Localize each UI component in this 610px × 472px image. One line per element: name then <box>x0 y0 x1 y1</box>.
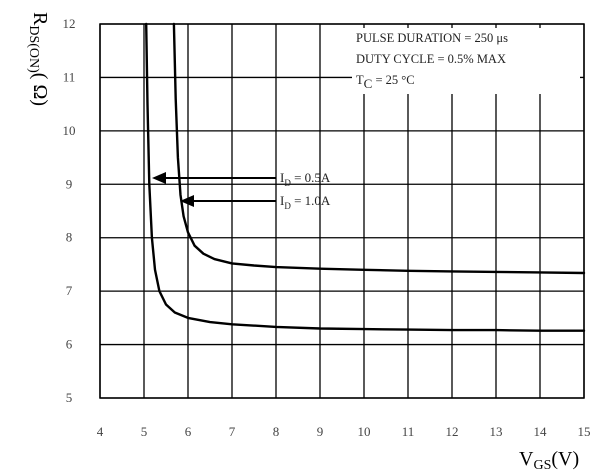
annotations: ID = 0.5A ID = 1.0A <box>152 170 331 211</box>
series-line-0 <box>145 22 586 332</box>
x-tick-label-11: 11 <box>402 424 415 439</box>
x-tick-label-13: 13 <box>490 424 503 439</box>
tick-labels: 4 5 6 7 8 9 10 11 12 13 14 15 5 6 7 8 9 10 11 12 <box>63 16 591 439</box>
series-group <box>145 22 586 332</box>
annotation-arrow-head-0 <box>152 172 166 184</box>
x-tick-label-12: 12 <box>446 424 459 439</box>
x-tick-label-9: 9 <box>317 424 324 439</box>
condition-pulse-duration: PULSE DURATION = 250 μs <box>356 31 508 45</box>
condition-duty-cycle: DUTY CYCLE = 0.5% MAX <box>356 52 506 66</box>
temp-prefix: T <box>356 73 364 87</box>
y-tick-label-8: 8 <box>66 230 73 245</box>
y-tick-label-5: 5 <box>66 390 73 405</box>
y-tick-label-9: 9 <box>66 176 73 191</box>
y-tick-label-10: 10 <box>63 123 76 138</box>
y-tick-label-11: 11 <box>63 69 76 84</box>
y-tick-label-12: 12 <box>63 16 76 31</box>
x-tick-label-14: 14 <box>534 424 548 439</box>
conditions-box <box>352 28 580 94</box>
temp-sub: C <box>364 76 373 91</box>
plot-frame <box>99 23 585 399</box>
x-tick-label-5: 5 <box>141 424 148 439</box>
series-label-id-1.0a: ID = 1.0A <box>280 193 331 211</box>
y-tick-label-7: 7 <box>66 283 73 298</box>
annotation-arrow-head-1 <box>180 195 194 207</box>
x-axis-title: VGS(V) <box>519 448 579 472</box>
x-tick-label-8: 8 <box>273 424 280 439</box>
x-tick-label-4: 4 <box>97 424 104 439</box>
x-tick-label-6: 6 <box>185 424 192 439</box>
temp-value: = 25 °C <box>372 73 414 87</box>
y-tick-label-6: 6 <box>66 337 73 352</box>
x-tick-label-10: 10 <box>358 424 371 439</box>
x-tick-label-7: 7 <box>229 424 236 439</box>
condition-temperature: TC = 25 °C <box>356 73 415 91</box>
series-line-1 <box>172 22 586 275</box>
y-axis-title: RDS(ON)( Ω) <box>26 12 51 106</box>
x-tick-label-15: 15 <box>578 424 591 439</box>
series-label-id-0.5a: ID = 0.5A <box>280 170 331 188</box>
